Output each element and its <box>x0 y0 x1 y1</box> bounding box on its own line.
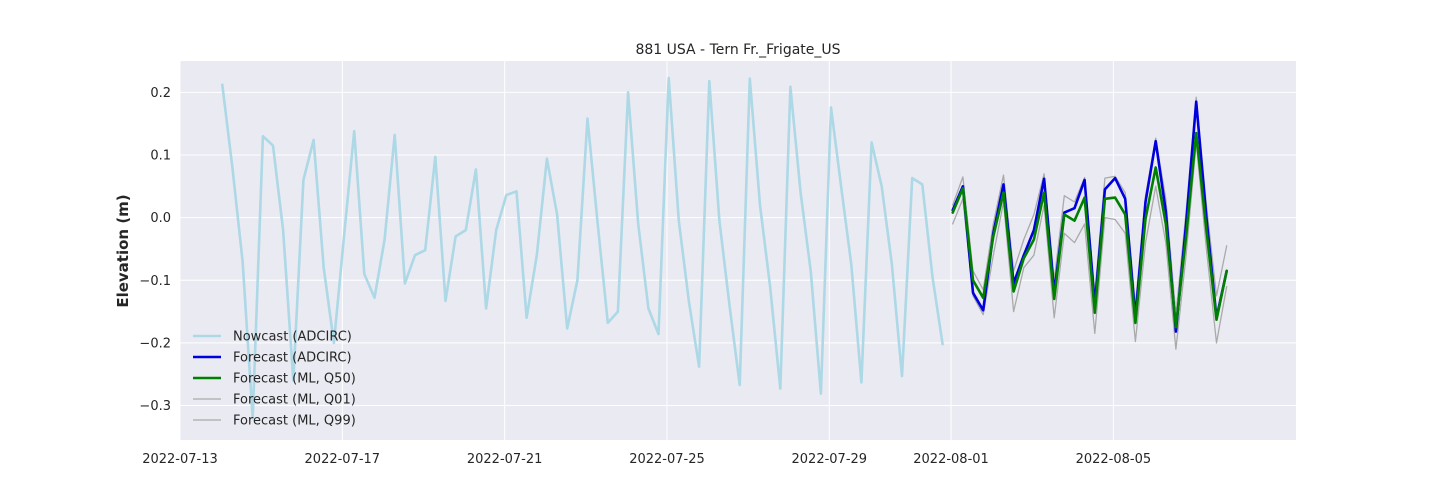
series-line-forecast-ml-q01 <box>952 141 1228 350</box>
legend-label: Nowcast (ADCIRC) <box>233 330 352 345</box>
y-axis-label: Elevation (m) <box>114 194 132 307</box>
y-tick-label: 0.1 <box>150 148 171 163</box>
legend-item-forecast-ml-q99: Forecast (ML, Q99) <box>193 414 356 429</box>
y-tick-label: −0.2 <box>139 336 171 351</box>
y-tick-label: −0.1 <box>139 274 171 289</box>
legend-label: Forecast (ML, Q50) <box>233 372 356 387</box>
x-tick-label: 2022-07-21 <box>467 452 543 467</box>
legend: Nowcast (ADCIRC) Forecast (ADCIRC) Forecas… <box>193 330 356 429</box>
x-tick-label: 2022-08-05 <box>1076 452 1152 467</box>
series-line-nowcast-adcirc <box>221 76 944 420</box>
x-tick-label: 2022-07-25 <box>629 452 705 467</box>
legend-label: Forecast (ML, Q01) <box>233 393 356 408</box>
chart-title: 881 USA - Tern Fr._Frigate_US <box>635 42 840 58</box>
y-tick-labels: 0.2 0.1 0.0 −0.1 −0.2 −0.3 <box>139 86 171 414</box>
legend-item-forecast-ml-q50: Forecast (ML, Q50) <box>193 372 356 387</box>
y-tick-label: −0.3 <box>139 399 171 414</box>
legend-label: Forecast (ML, Q99) <box>233 414 356 429</box>
x-tick-label: 2022-07-29 <box>792 452 868 467</box>
x-tick-label: 2022-07-17 <box>305 452 381 467</box>
legend-label: Forecast (ADCIRC) <box>233 351 352 366</box>
y-tick-label: 0.0 <box>150 211 171 226</box>
x-tick-label: 2022-07-13 <box>142 452 218 467</box>
y-tick-label: 0.2 <box>150 86 171 101</box>
series-lines <box>221 76 1228 420</box>
x-tick-labels: 2022-07-13 2022-07-17 2022-07-21 2022-07-25… <box>142 452 1151 467</box>
legend-item-forecast-adcirc: Forecast (ADCIRC) <box>193 351 352 366</box>
series-line-forecast-ml-q50 <box>951 131 1228 329</box>
legend-item-nowcast-adcirc: Nowcast (ADCIRC) <box>193 330 352 345</box>
legend-item-forecast-ml-q01: Forecast (ML, Q01) <box>193 393 356 408</box>
x-tick-label: 2022-08-01 <box>913 452 989 467</box>
